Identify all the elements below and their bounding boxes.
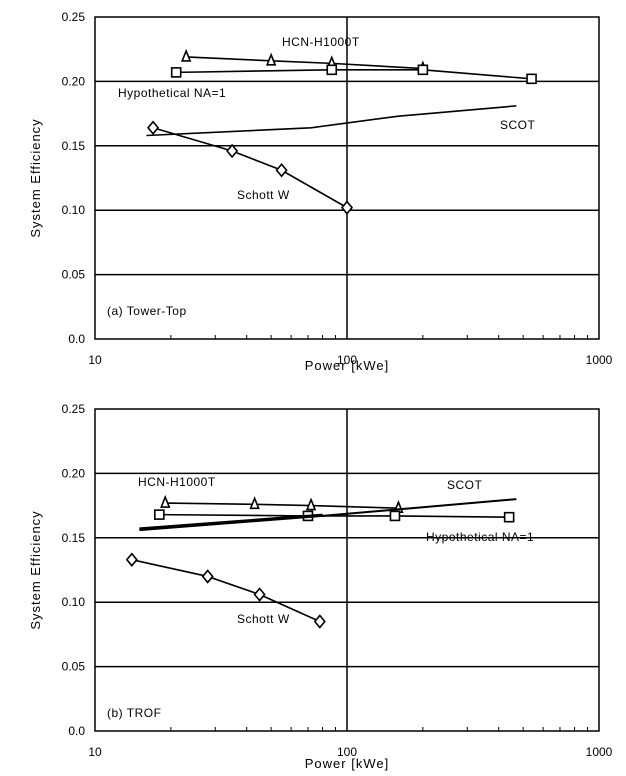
data-point [313,614,326,629]
series-line [159,513,510,518]
chart-panel-tower-top: 0.0 0.05 0.10 0.15 0.20 0.25 10 100 1000 System … [28,10,613,373]
y-tick-label: 0.20 [62,466,86,480]
series-line [152,127,348,209]
label-hcn-h1000t: HCN-H1000T [282,35,360,49]
tick-labels: 0.0 0.05 0.10 0.15 0.20 0.25 10 100 1000 [62,10,613,367]
x-axis-label: Power [kWe] [305,756,389,771]
label-scot: SCOT [447,478,483,492]
x-tick-label: 100 [337,353,357,367]
y-tick-label: 0.15 [62,531,86,545]
label-hypothetical-na1: Hypothetical NA=1 [426,530,534,544]
data-point [249,496,260,510]
y-axis-label: System Efficiency [28,118,43,237]
series-layer [146,48,537,215]
x-tick-label: 10 [88,353,102,367]
data-point [253,587,266,602]
series-schott-w [147,120,354,215]
data-point [160,494,171,508]
panel-title: (b) TROF [107,706,161,720]
series-hcn-h1000t [160,494,404,513]
data-point [154,509,165,520]
series-line [146,105,517,137]
series-line [165,502,399,509]
series-line [139,513,323,530]
x-tick-label: 10 [88,745,102,759]
y-tick-label: 0.05 [62,268,86,282]
label-hypothetical-na1: Hypothetical NA=1 [118,86,226,100]
data-point [180,48,192,62]
grid-lines [94,17,599,339]
series-hcn-h1000t [180,48,429,74]
series-hypothetical-na-1 [170,64,537,85]
tick-labels: 0.0 0.05 0.10 0.15 0.20 0.25 10 100 1000 [62,402,613,759]
chart-panel-trof: 0.0 0.05 0.10 0.15 0.20 0.25 10 100 1000 System … [28,402,613,771]
data-point [526,73,537,85]
series-line [176,69,532,80]
y-tick-label: 0.20 [62,74,86,88]
data-point [275,163,288,178]
y-tick-label: 0.10 [62,595,86,609]
x-tick-label: 1000 [586,353,613,367]
y-tick-label: 0.25 [62,10,86,24]
series-schott-w [125,552,326,629]
label-schott-w: Schott W [237,188,290,202]
y-tick-label: 0.0 [68,332,85,346]
y-tick-label: 0.15 [62,139,86,153]
x-tick-label: 100 [337,745,357,759]
data-point [389,510,401,522]
x-tick-label: 1000 [586,745,613,759]
data-point [170,67,182,78]
grid-lines [94,409,599,731]
series-line [186,56,423,70]
label-scot: SCOT [500,118,536,132]
data-point [340,200,354,215]
y-tick-label: 0.05 [62,660,86,674]
data-point [125,552,138,567]
data-point [265,52,277,66]
series-line [131,558,321,623]
series-scot [146,105,517,137]
data-point [503,511,515,523]
y-tick-label: 0.10 [62,203,86,217]
y-axis-label: System Efficiency [28,510,43,629]
label-hcn-h1000t: HCN-H1000T [138,475,216,489]
y-tick-label: 0.0 [68,724,85,738]
data-point [226,143,239,159]
data-point [305,497,317,511]
label-schott-w: Schott W [237,612,290,626]
data-point [417,64,429,76]
data-point [326,64,338,76]
data-point [147,120,160,136]
panel-title: (a) Tower-Top [107,304,187,318]
series-layer [125,494,517,629]
y-tick-label: 0.25 [62,402,86,416]
x-axis-label: Power [kWe] [305,358,389,373]
data-point [201,569,214,584]
series-scot [139,498,517,532]
